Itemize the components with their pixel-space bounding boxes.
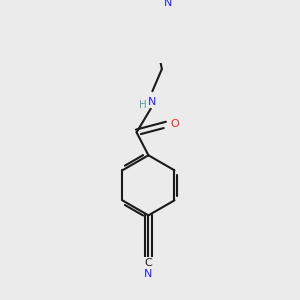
Text: O: O — [170, 119, 179, 129]
Text: C: C — [145, 258, 152, 268]
Text: H: H — [139, 100, 147, 110]
Text: N: N — [148, 97, 157, 107]
Text: N: N — [144, 269, 153, 279]
Text: N: N — [164, 0, 172, 8]
